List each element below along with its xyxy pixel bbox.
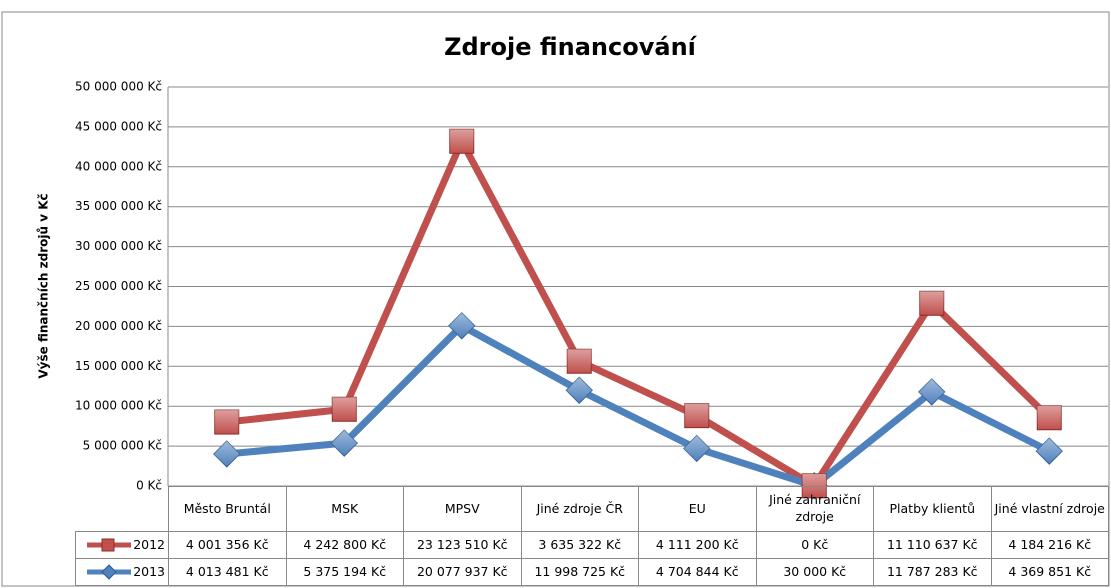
table-value: 5 375 194 Kč — [285, 558, 404, 586]
y-tick-label: 45 000 000 Kč — [75, 119, 162, 133]
legend-marker — [101, 564, 117, 580]
table-value: 11 998 725 Kč — [520, 558, 639, 586]
legend-key — [87, 538, 132, 552]
legend-label: 2013 — [133, 563, 165, 579]
marker-shine — [802, 473, 827, 498]
y-tick-label: 25 000 000 Kč — [75, 279, 162, 293]
chart-border — [1, 11, 1110, 587]
table-value: 4 704 844 Kč — [638, 558, 757, 586]
table-value: 0 Kč — [755, 531, 874, 559]
table-value: 4 184 216 Kč — [990, 531, 1109, 559]
table-value: 30 000 Kč — [755, 558, 874, 586]
table-value: 4 001 356 Kč — [168, 531, 287, 559]
table-value: 20 077 937 Kč — [403, 558, 522, 586]
category-label: Město Bruntál — [168, 486, 287, 532]
table-value: 11 787 283 Kč — [873, 558, 992, 586]
y-tick-label: 20 000 000 Kč — [75, 319, 162, 333]
table-value: 3 635 322 Kč — [520, 531, 639, 559]
y-tick-label: 50 000 000 Kč — [75, 80, 162, 94]
marker-shine — [332, 397, 357, 422]
table-value: 23 123 510 Kč — [403, 531, 522, 559]
table-value: 4 013 481 Kč — [168, 558, 287, 586]
category-label: MSK — [285, 486, 404, 532]
category-label: MPSV — [403, 486, 522, 532]
category-label: Platby klientů — [873, 486, 992, 532]
marker-shine — [214, 410, 239, 435]
table-value: 4 242 800 Kč — [285, 531, 404, 559]
y-tick-label: 35 000 000 Kč — [75, 199, 162, 213]
marker-shine — [918, 378, 945, 405]
y-tick-label: 5 000 000 Kč — [83, 439, 162, 453]
marker-shine — [1037, 405, 1062, 430]
legend-key — [87, 564, 132, 580]
marker-shine — [567, 349, 592, 374]
y-axis-label: Výše finančních zdrojů v Kč — [37, 193, 51, 378]
y-tick-label: 15 000 000 Kč — [75, 359, 162, 373]
table-value: 4 369 851 Kč — [990, 558, 1109, 586]
table-value: 4 111 200 Kč — [638, 531, 757, 559]
category-label: Jiné zahraniční zdroje — [755, 486, 874, 532]
y-tick-label: 30 000 000 Kč — [75, 239, 162, 253]
marker-shine — [448, 312, 475, 339]
marker-shine — [213, 440, 240, 467]
line — [226, 137, 1052, 490]
category-label: EU — [638, 486, 757, 532]
marker-shine — [919, 291, 944, 316]
legend-label: 2012 — [133, 536, 165, 552]
legend-cell: 2012 — [75, 531, 169, 559]
legend-cell: 2013 — [75, 558, 169, 586]
marker-shine — [331, 430, 358, 457]
y-tick-label: 10 000 000 Kč — [75, 399, 162, 413]
marker-shine — [683, 435, 710, 462]
marker-shine — [684, 403, 709, 428]
table-value: 11 110 637 Kč — [873, 531, 992, 559]
marker-shine — [566, 377, 593, 404]
y-tick-label: 0 Kč — [136, 479, 162, 493]
chart-title: Zdroje financování — [444, 33, 698, 61]
category-label: Jiné vlastní zdroje — [990, 486, 1109, 532]
category-label: Jiné zdroje ČR — [520, 486, 639, 532]
legend-marker — [101, 538, 115, 552]
marker-shine — [449, 129, 474, 154]
line — [226, 322, 1051, 490]
marker-shine — [1036, 438, 1063, 465]
y-tick-label: 40 000 000 Kč — [75, 159, 162, 173]
